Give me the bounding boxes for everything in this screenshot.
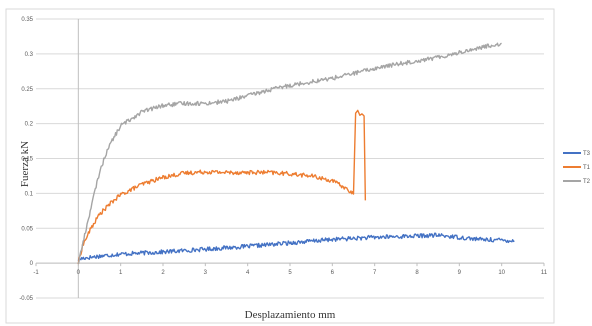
x-tick-label: 4 <box>246 270 250 276</box>
x-tick-label: 7 <box>373 270 377 276</box>
series <box>77 42 515 265</box>
x-tick-label: 8 <box>415 270 419 276</box>
legend-label-t1: T1 <box>583 165 591 171</box>
y-tick-labels: -0.05 0 0.05 0.1 0.15 0.2 0.25 0.3 0.35 <box>19 17 33 302</box>
x-tick-label: -1 <box>33 270 39 276</box>
x-tick-label: 3 <box>204 270 208 276</box>
y-tick-label: 0.05 <box>21 226 33 232</box>
x-tick-label: 0 <box>77 270 81 276</box>
legend-label-t3: T3 <box>583 151 591 157</box>
y-tick-label: 0.1 <box>25 191 34 197</box>
x-tick-label: 9 <box>458 270 462 276</box>
chart-border <box>5 8 555 324</box>
series-line-t2 <box>77 42 502 265</box>
legend: T3 T1 T2 <box>563 151 591 185</box>
y-tick-label: 0.2 <box>25 122 34 128</box>
y-tick-label: 0 <box>30 261 34 267</box>
x-tick-labels: -1 0 1 2 3 4 5 6 7 8 9 10 11 <box>33 270 547 276</box>
legend-label-t2: T2 <box>583 179 591 185</box>
y-tick-label: -0.05 <box>19 296 33 302</box>
y-tick-label: 0.35 <box>21 17 33 23</box>
y-tick-label: 0.3 <box>25 52 34 58</box>
x-tick-label: 5 <box>288 270 292 276</box>
x-axis-title: Desplazamiento mm <box>245 309 336 321</box>
x-tick-label: 10 <box>498 270 505 276</box>
series-line-t3 <box>77 232 515 261</box>
x-tick-label: 2 <box>161 270 165 276</box>
x-tick-label: 11 <box>541 270 548 276</box>
series-line-t1 <box>77 109 367 265</box>
axes <box>35 19 545 298</box>
y-tick-label: 0.15 <box>21 157 33 163</box>
y-tick-label: 0.25 <box>21 87 33 93</box>
x-tick-label: 6 <box>331 270 335 276</box>
x-tick-label: 1 <box>119 270 123 276</box>
y-axis-title: Fuerza kN <box>19 141 31 187</box>
